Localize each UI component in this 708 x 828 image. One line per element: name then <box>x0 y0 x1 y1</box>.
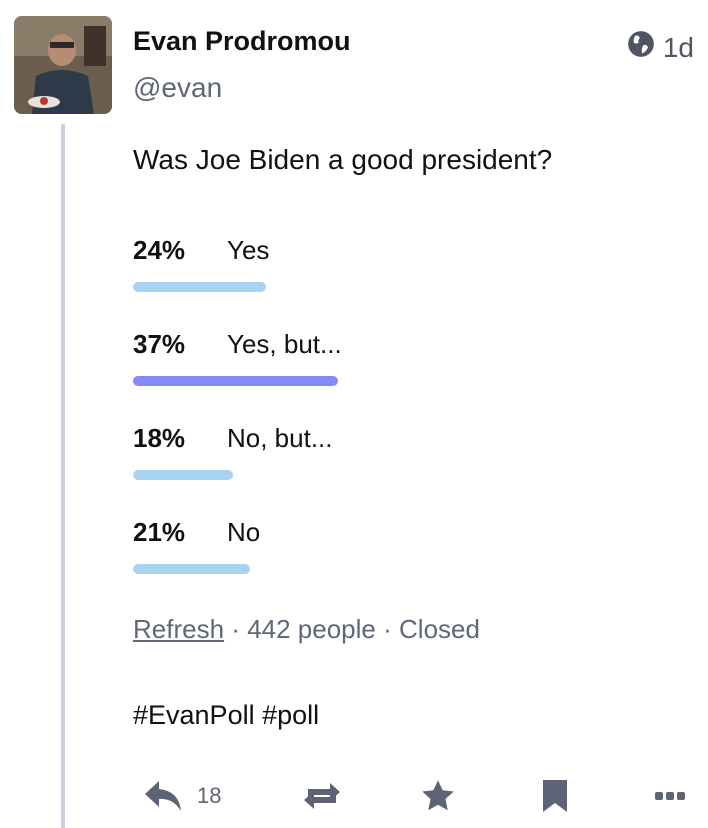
thread-line <box>61 124 65 828</box>
refresh-link[interactable]: Refresh <box>133 614 225 644</box>
poll: 24% Yes 37% Yes, but... 18% No, but... 21% No <box>133 230 693 606</box>
poll-option-bar <box>133 470 233 480</box>
poll-option-percent: 18% <box>133 422 186 453</box>
poll-option-label: Yes, but... <box>227 328 342 359</box>
author-handle[interactable]: @evan <box>133 72 223 103</box>
bookmark-button[interactable] <box>541 768 569 824</box>
post-time[interactable]: 1d <box>662 31 694 63</box>
boost-button[interactable] <box>300 768 344 824</box>
poll-option: 24% Yes <box>133 230 693 324</box>
reply-button[interactable]: 18 <box>143 768 221 824</box>
poll-option-row: 21% No <box>133 512 693 552</box>
poll-option-row: 24% Yes <box>133 230 693 270</box>
poll-option-label: Yes <box>227 234 270 265</box>
poll-footer: Refresh · 442 people · Closed <box>133 614 480 645</box>
more-button[interactable] <box>654 768 686 824</box>
poll-option-label: No <box>227 516 261 547</box>
avatar[interactable] <box>14 16 112 114</box>
reply-count: 18 <box>197 783 222 808</box>
footer-separator: · <box>231 614 240 644</box>
poll-option-label: No, but... <box>227 422 333 453</box>
hashtags[interactable]: #EvanPoll #poll <box>133 700 320 730</box>
poll-option: 18% No, but... <box>133 418 693 512</box>
bookmark-icon <box>541 778 569 814</box>
boost-icon <box>300 779 344 813</box>
poll-option-row: 18% No, but... <box>133 418 693 458</box>
poll-option-bar <box>133 376 338 386</box>
poll-option-percent: 21% <box>133 516 186 547</box>
avatar-photo <box>14 16 112 114</box>
star-icon <box>419 778 457 814</box>
poll-option: 21% No <box>133 512 693 606</box>
footer-separator: · <box>383 614 392 644</box>
poll-option-bar <box>133 282 266 292</box>
poll-option-row: 37% Yes, but... <box>133 324 693 364</box>
globe-icon <box>627 30 655 65</box>
poll-option-bar <box>133 564 250 574</box>
favourite-button[interactable] <box>419 768 457 824</box>
action-bar: 18 <box>0 768 708 824</box>
poll-option: 37% Yes, but... <box>133 324 693 418</box>
poll-option-percent: 37% <box>133 328 186 359</box>
poll-state: Closed <box>399 614 480 644</box>
poll-voters: 442 people <box>247 614 376 644</box>
more-icon <box>654 790 686 802</box>
status-text: Was Joe Biden a good president? <box>133 144 553 175</box>
author-display-name[interactable]: Evan Prodromou <box>133 26 351 56</box>
poll-option-percent: 24% <box>133 234 186 265</box>
reply-icon <box>143 779 183 813</box>
post-meta: 1d <box>627 30 694 65</box>
